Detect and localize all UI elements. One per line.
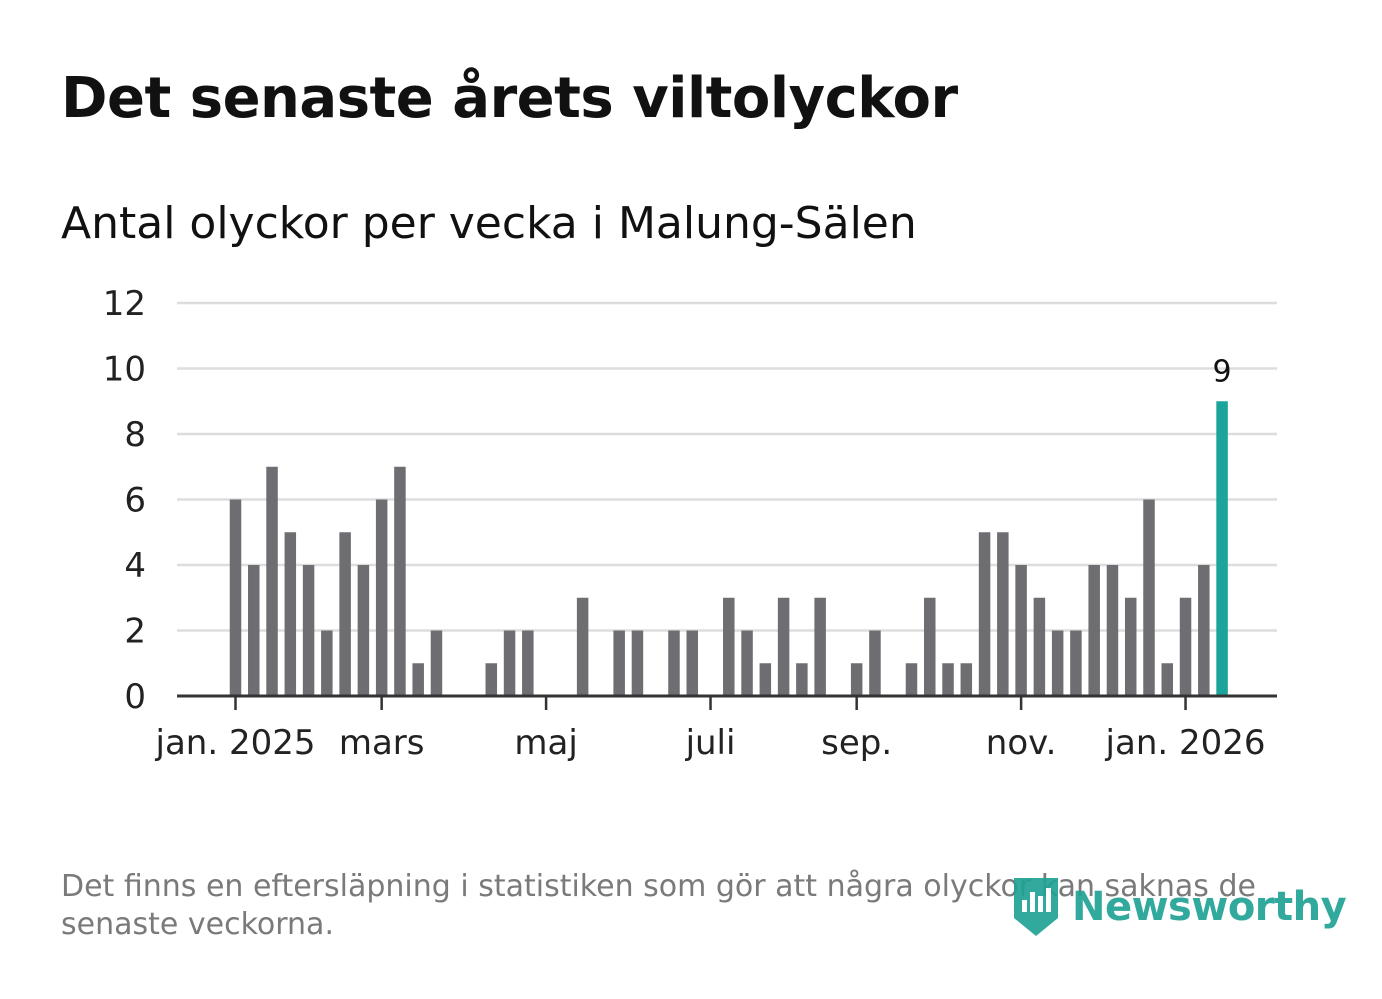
- bar: [284, 532, 297, 696]
- brand-logo: Newsworthy: [1010, 872, 1347, 942]
- bar: [412, 663, 424, 696]
- bar: [960, 663, 973, 696]
- bars: [229, 401, 1228, 696]
- bar: [503, 630, 516, 696]
- bar: [1051, 630, 1064, 696]
- bar: [723, 597, 735, 696]
- bar: [942, 663, 954, 696]
- bar: [978, 532, 991, 696]
- highlight-bar: [1216, 401, 1228, 696]
- x-tick-label: maj: [514, 723, 577, 763]
- y-tick-label: 2: [124, 612, 146, 652]
- highlight-value-label: 9: [1213, 354, 1232, 389]
- x-tick-label: juli: [685, 723, 736, 763]
- bar: [924, 597, 936, 696]
- bar: [394, 466, 406, 696]
- x-tick-label: jan. 2025: [155, 723, 316, 763]
- newsworthy-logo-icon: [1014, 878, 1058, 936]
- bar: [1143, 499, 1155, 696]
- bar: [759, 663, 772, 696]
- bar: [248, 565, 260, 696]
- bar: [357, 565, 370, 696]
- bar: [997, 532, 1009, 696]
- bar: [1088, 565, 1100, 696]
- bar: [485, 663, 498, 696]
- x-tick-label: nov.: [986, 723, 1057, 763]
- y-tick-label: 4: [124, 546, 146, 586]
- bar: [850, 663, 863, 696]
- bar: [814, 597, 826, 696]
- x-tick-label: mars: [339, 723, 425, 763]
- bar: [375, 499, 388, 696]
- bar: [1124, 597, 1137, 696]
- bar: [266, 466, 278, 696]
- bar: [1106, 565, 1119, 696]
- x-tick-label: sep.: [821, 723, 892, 763]
- bar: [1179, 597, 1192, 696]
- bar: [302, 565, 315, 696]
- bar: [1198, 565, 1210, 696]
- bar: [321, 630, 333, 696]
- bar: [576, 597, 589, 696]
- brand-name: Newsworthy: [1072, 884, 1347, 930]
- y-tick-label: 8: [124, 415, 146, 455]
- chart-subtitle: Antal olyckor per vecka i Malung-Sälen: [61, 198, 917, 249]
- bar: [613, 630, 625, 696]
- bar: [1070, 630, 1082, 696]
- bar: [1033, 597, 1046, 696]
- y-tick-label: 10: [103, 350, 146, 390]
- bar: [741, 630, 753, 696]
- bar: [339, 532, 351, 696]
- y-tick-label: 6: [124, 481, 146, 521]
- bar: [522, 630, 534, 696]
- bar: [668, 630, 680, 696]
- bar: [796, 663, 808, 696]
- bar: [869, 630, 881, 696]
- data-labels: 9: [1213, 354, 1232, 389]
- y-tick-label: 12: [103, 284, 146, 324]
- bar: [777, 597, 790, 696]
- y-axis: 0 2 4 6 8 10 12: [103, 284, 146, 717]
- bar: [686, 630, 698, 696]
- bar: [229, 499, 242, 696]
- bar: [1015, 565, 1027, 696]
- bar: [1161, 663, 1174, 696]
- x-tick-label: jan. 2026: [1105, 723, 1266, 763]
- y-tick-label: 0: [124, 677, 146, 717]
- bar: [905, 663, 918, 696]
- chart-title: Det senaste årets viltolyckor: [61, 66, 958, 131]
- x-axis: jan. 2025 mars maj juli sep. nov. jan. 2026: [155, 696, 1266, 763]
- bar: [430, 630, 443, 696]
- bar: [631, 630, 644, 696]
